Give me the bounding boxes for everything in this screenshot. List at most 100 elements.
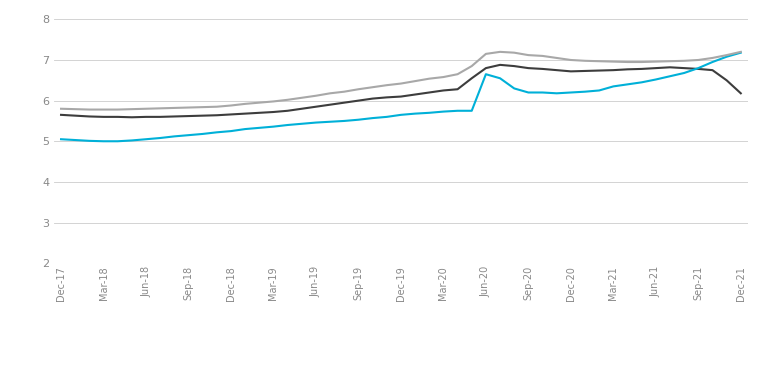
High Street retail — [354, 117, 363, 122]
Retail Warehouses — [113, 107, 123, 112]
High Street retail — [183, 133, 193, 137]
All retail — [368, 96, 377, 101]
Retail Warehouses — [651, 59, 661, 64]
Retail Warehouses — [538, 54, 547, 58]
High Street retail — [396, 113, 406, 117]
All retail — [665, 65, 675, 70]
High Street retail — [524, 90, 533, 95]
All retail — [566, 69, 575, 74]
High Street retail — [594, 88, 604, 93]
High Street retail — [510, 86, 519, 91]
Retail Warehouses — [241, 101, 250, 106]
All retail — [156, 115, 165, 119]
High Street retail — [85, 139, 94, 143]
All retail — [524, 66, 533, 70]
All retail — [623, 67, 632, 72]
Retail Warehouses — [581, 58, 590, 63]
High Street retail — [651, 77, 661, 82]
All retail — [467, 76, 476, 80]
All retail — [141, 115, 150, 119]
Retail Warehouses — [481, 51, 490, 56]
Retail Warehouses — [552, 56, 561, 60]
High Street retail — [722, 55, 731, 59]
Retail Warehouses — [637, 60, 646, 64]
High Street retail — [538, 90, 547, 95]
All retail — [183, 114, 193, 118]
Retail Warehouses — [566, 58, 575, 62]
Retail Warehouses — [439, 75, 448, 79]
All retail — [496, 63, 505, 67]
All retail — [269, 110, 278, 114]
High Street retail — [71, 138, 80, 142]
All retail — [581, 68, 590, 73]
All retail — [722, 78, 731, 83]
All retail — [241, 111, 250, 116]
All retail — [340, 100, 349, 105]
Retail Warehouses — [694, 58, 703, 62]
High Street retail — [467, 108, 476, 113]
Retail Warehouses — [453, 72, 462, 77]
All retail — [354, 98, 363, 103]
Retail Warehouses — [736, 50, 746, 54]
Retail Warehouses — [524, 53, 533, 57]
All retail — [113, 115, 123, 119]
All retail — [609, 68, 618, 72]
All retail — [651, 66, 661, 70]
High Street retail — [566, 90, 575, 95]
Retail Warehouses — [283, 98, 292, 102]
Retail Warehouses — [254, 100, 264, 105]
High Street retail — [694, 66, 703, 70]
Retail Warehouses — [609, 59, 618, 64]
High Street retail — [609, 84, 618, 89]
High Street retail — [481, 72, 490, 77]
High Street retail — [297, 122, 306, 126]
All retail — [637, 67, 646, 71]
High Street retail — [425, 111, 434, 115]
High Street retail — [170, 134, 179, 139]
Retail Warehouses — [156, 106, 165, 111]
All retail — [71, 113, 80, 118]
Retail Warehouses — [467, 64, 476, 68]
Retail Warehouses — [425, 76, 434, 81]
Retail Warehouses — [297, 96, 306, 100]
High Street retail — [269, 124, 278, 129]
Retail Warehouses — [198, 105, 207, 110]
Retail Warehouses — [183, 105, 193, 110]
All retail — [552, 68, 561, 72]
All retail — [325, 102, 335, 107]
All retail — [227, 112, 236, 117]
High Street retail — [382, 115, 392, 119]
Retail Warehouses — [56, 106, 66, 111]
All retail — [736, 91, 746, 96]
Retail Warehouses — [368, 85, 377, 89]
All retail — [254, 111, 264, 115]
High Street retail — [340, 118, 349, 123]
All retail — [439, 88, 448, 93]
All retail — [85, 114, 94, 119]
Retail Warehouses — [679, 58, 689, 63]
All retail — [694, 67, 703, 71]
High Street retail — [552, 91, 561, 96]
All retail — [311, 104, 321, 109]
All retail — [708, 68, 717, 72]
High Street retail — [99, 139, 108, 144]
All retail — [396, 94, 406, 99]
High Street retail — [311, 120, 321, 125]
Line: Retail Warehouses: Retail Warehouses — [61, 52, 741, 110]
All retail — [170, 114, 179, 119]
High Street retail — [439, 109, 448, 114]
High Street retail — [113, 139, 123, 144]
High Street retail — [283, 123, 292, 127]
Retail Warehouses — [354, 87, 363, 92]
All retail — [481, 66, 490, 70]
Retail Warehouses — [496, 50, 505, 54]
High Street retail — [156, 136, 165, 140]
High Street retail — [410, 111, 419, 116]
Retail Warehouses — [340, 89, 349, 94]
All retail — [297, 106, 306, 111]
Retail Warehouses — [311, 93, 321, 98]
High Street retail — [453, 108, 462, 113]
All retail — [594, 68, 604, 73]
All retail — [127, 115, 136, 120]
All retail — [679, 66, 689, 70]
